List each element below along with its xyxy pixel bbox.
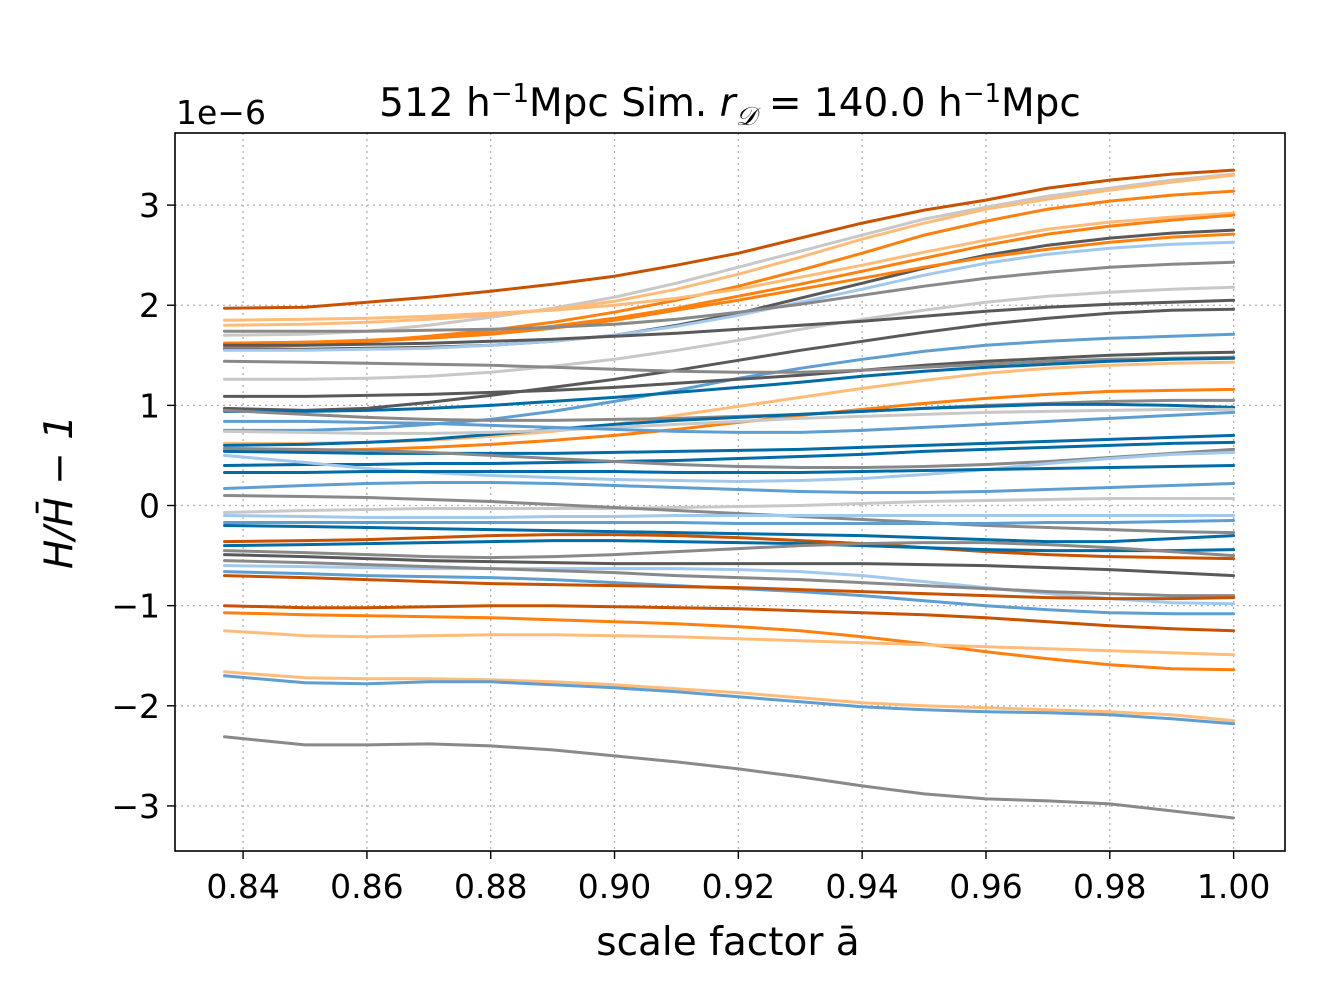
x-ticks: 0.84 0.86 0.88 0.90 0.92 0.94 0.96 0.98 1.00 bbox=[206, 851, 1270, 906]
series-line-s37 bbox=[223, 541, 1236, 560]
series-line-s42 bbox=[223, 574, 1236, 601]
series-line-s43 bbox=[223, 604, 1236, 633]
plot-frame bbox=[174, 132, 1286, 852]
series-line-s32 bbox=[223, 514, 1236, 519]
y-tick-label: 0 bbox=[139, 487, 160, 526]
series-line-s36 bbox=[223, 539, 1236, 553]
series-group bbox=[223, 168, 1236, 820]
series-line-s48 bbox=[223, 735, 1236, 820]
series-line-s11 bbox=[223, 285, 1236, 381]
x-tick-label: 0.90 bbox=[578, 867, 651, 906]
chart-title: 512 h−1Mpc Sim. r𝒟 = 140.0 h−1Mpc bbox=[379, 79, 1081, 132]
series-line-s05 bbox=[223, 211, 1236, 322]
series-line-s23 bbox=[223, 410, 1236, 434]
series-line-s35 bbox=[223, 533, 1236, 561]
series-line-s09 bbox=[223, 240, 1236, 352]
series-line-s12 bbox=[223, 298, 1236, 347]
series-line-s29 bbox=[223, 481, 1236, 494]
y-tick-label: 1 bbox=[139, 386, 160, 425]
x-tick-label: 0.86 bbox=[330, 867, 403, 906]
x-axis-label: scale factor ā bbox=[596, 920, 859, 965]
series-line-s31 bbox=[223, 494, 1236, 535]
series-line-s44 bbox=[223, 611, 1236, 672]
x-tick-label: 1.00 bbox=[1197, 867, 1270, 906]
series-line-s22 bbox=[223, 407, 1236, 435]
series-line-s38 bbox=[223, 553, 1236, 578]
series-line-s39 bbox=[223, 564, 1236, 606]
y-axis-label: H/H̄ − 1 bbox=[36, 415, 82, 569]
series-line-s46 bbox=[223, 670, 1236, 723]
series-line-s30 bbox=[223, 497, 1236, 514]
y-tick-label: −3 bbox=[111, 787, 160, 826]
x-tick-label: 0.92 bbox=[702, 867, 775, 906]
x-tick-label: 0.94 bbox=[825, 867, 898, 906]
series-line-s02 bbox=[223, 172, 1236, 337]
series-line-s01 bbox=[223, 168, 1236, 310]
series-line-s03 bbox=[223, 173, 1236, 327]
series-line-s33 bbox=[223, 519, 1236, 525]
series-line-s40 bbox=[223, 559, 1236, 598]
y-tick-label: 3 bbox=[139, 186, 160, 225]
series-line-s47 bbox=[223, 674, 1236, 726]
y-offset-label: 1e−6 bbox=[176, 93, 266, 132]
y-tick-label: −2 bbox=[111, 687, 160, 726]
series-line-s28 bbox=[223, 464, 1236, 474]
series-line-s17 bbox=[223, 356, 1236, 413]
series-line-s15 bbox=[223, 350, 1236, 398]
series-line-s25 bbox=[223, 440, 1236, 467]
series-line-s26 bbox=[223, 446, 1236, 469]
x-tick-label: 0.88 bbox=[454, 867, 527, 906]
series-line-s34 bbox=[223, 524, 1236, 544]
series-line-s24 bbox=[223, 433, 1236, 455]
series-line-s45 bbox=[223, 629, 1236, 657]
x-tick-label: 0.96 bbox=[949, 867, 1022, 906]
x-tick-label: 0.84 bbox=[206, 867, 279, 906]
series-line-s13 bbox=[223, 307, 1236, 412]
y-tick-label: −1 bbox=[111, 587, 160, 626]
series-line-s10 bbox=[223, 260, 1236, 333]
x-tick-label: 0.98 bbox=[1073, 867, 1146, 906]
y-tick-label: 2 bbox=[139, 286, 160, 325]
series-line-s16 bbox=[223, 355, 1236, 374]
series-line-s08 bbox=[223, 232, 1236, 345]
y-ticks: −3 −2 −1 0 1 2 3 bbox=[111, 186, 175, 826]
series-line-s21 bbox=[223, 402, 1236, 447]
